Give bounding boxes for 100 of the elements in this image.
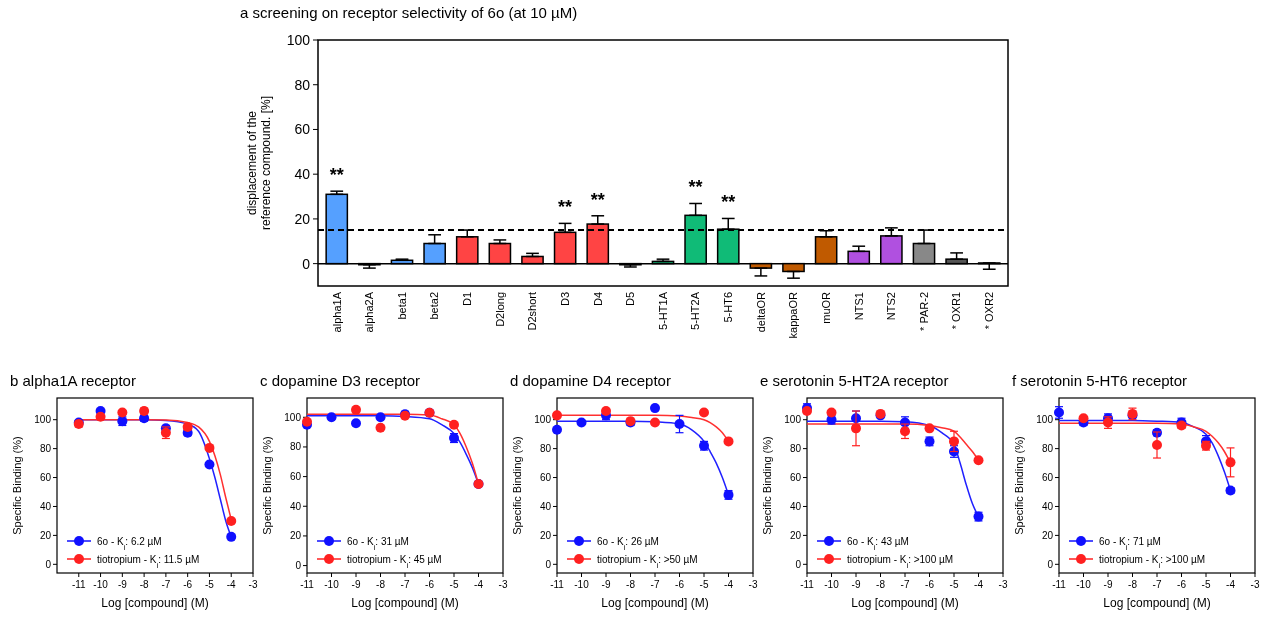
x-tick-label: -8 (626, 579, 636, 590)
y-axis-title: Specific Binding (%) (11, 436, 23, 535)
x-tick-label: -8 (1128, 579, 1138, 590)
x-tick-label: -5 (949, 579, 959, 590)
legend-label: tiotropium - K$_{i}$: >100 µM (847, 553, 954, 569)
x-tick-label: deltaOR (754, 291, 767, 333)
y-tick-label: 80 (789, 443, 802, 455)
x-tick-label: 5-HT2A (689, 291, 702, 330)
y-axis-title: displacement of the reference compound. [%] (245, 95, 273, 231)
x-tick-label: -4 (724, 579, 734, 590)
y-tick-label: 40 (539, 500, 552, 512)
y-tick-label: 40 (294, 166, 311, 183)
x-tick-label: * PAR-2 (917, 292, 930, 331)
y-tick-label: 100 (34, 414, 52, 426)
x-tick-label: -9 (601, 579, 611, 590)
x-tick-label: -4 (474, 579, 484, 590)
x-tick-label: -9 (351, 579, 361, 590)
x-tick-label: beta1 (395, 292, 408, 320)
chart-title: b alpha1A receptor (10, 372, 136, 389)
x-tick-label: -10 (824, 579, 840, 590)
y-tick-label: 0 (545, 558, 552, 570)
y-tick-label: 80 (539, 443, 552, 455)
x-tick-label: * OXR2 (983, 292, 996, 330)
y-tick-label: 0 (295, 560, 302, 572)
chart-title: a screening on receptor selectivity of 6o (at 10 µM) (240, 4, 578, 21)
x-tick-label: -10 (93, 579, 109, 590)
y-tick-label: 80 (294, 76, 311, 93)
x-tick-label: -8 (376, 579, 386, 590)
x-tick-label: -11 (550, 579, 565, 590)
x-tick-label: -11 (800, 579, 815, 590)
y-tick-label: 80 (39, 443, 52, 455)
y-tick-label: 0 (45, 558, 52, 570)
legend-label: tiotropium - K$_{i}$: >100 µM (1099, 553, 1206, 569)
x-tick-label: -11 (71, 579, 87, 590)
y-tick-label: 20 (294, 210, 311, 227)
x-tick-label: -4 (1226, 579, 1236, 590)
x-tick-label: -6 (675, 579, 685, 590)
x-tick-label: -3 (248, 579, 258, 590)
x-tick-label: -3 (998, 579, 1008, 590)
y-tick-label: 40 (789, 500, 802, 512)
y-axis-title: Specific Binding (%) (511, 436, 523, 535)
legend-label: tiotropium - K$_{i}$: 11.5 µM (97, 553, 200, 569)
x-tick-label: -5 (449, 579, 459, 590)
x-tick-label: * OXR1 (950, 292, 963, 330)
x-tick-label: -5 (204, 579, 215, 590)
annotation: ** (721, 192, 736, 213)
y-tick-label: 0 (1047, 558, 1054, 570)
x-tick-label: D2short (526, 292, 539, 331)
x-tick-label: -11 (300, 579, 315, 590)
x-tick-label: -7 (900, 579, 910, 590)
x-tick-label: -7 (1152, 579, 1162, 590)
x-tick-label: beta2 (428, 292, 441, 320)
x-tick-label: -3 (1250, 579, 1260, 590)
x-tick-label: -5 (699, 579, 709, 590)
y-tick-label: 20 (289, 530, 302, 542)
y-tick-label: 60 (789, 472, 802, 484)
y-tick-label: 100 (1036, 414, 1054, 426)
x-tick-label: D5 (624, 292, 637, 307)
x-tick-label: -8 (876, 579, 886, 590)
x-tick-label: D1 (461, 292, 474, 307)
x-tick-label: -6 (183, 579, 193, 590)
legend-label: tiotropium - K$_{i}$: 45 µM (347, 553, 442, 569)
y-tick-label: 60 (539, 472, 552, 484)
y-tick-label: 60 (289, 471, 302, 483)
x-tick-label: alpha2A (363, 291, 376, 333)
x-tick-label: -7 (161, 579, 171, 590)
x-tick-label: -4 (974, 579, 984, 590)
x-tick-label: -9 (1103, 579, 1113, 590)
x-axis-title: Log [compound] (M) (601, 596, 709, 610)
x-tick-label: -9 (851, 579, 861, 590)
x-tick-label: -7 (650, 579, 660, 590)
y-tick-label: 60 (1041, 472, 1054, 484)
chart-title: c dopamine D3 receptor (260, 372, 421, 389)
y-tick-label: 20 (1041, 529, 1054, 541)
x-tick-label: -5 (1201, 579, 1211, 590)
x-axis-title: Log [compound] (M) (351, 596, 459, 610)
x-tick-label: -6 (1177, 579, 1187, 590)
y-tick-label: 40 (1041, 500, 1054, 512)
y-tick-label: 20 (789, 529, 802, 541)
y-tick-label: 100 (284, 411, 302, 423)
x-tick-label: -7 (400, 579, 410, 590)
x-tick-label: 5-HT6 (722, 292, 735, 323)
x-tick-label: kappaOR (787, 291, 800, 339)
y-tick-label: 100 (534, 414, 552, 426)
annotation: ** (590, 189, 605, 210)
x-tick-label: -10 (324, 579, 340, 590)
legend-label: 6o - K$_{i}$: 31 µM (347, 535, 409, 551)
legend-label: 6o - K$_{i}$: 6.2 µM (97, 535, 162, 551)
x-tick-label: 5-HT1A (656, 291, 669, 330)
chart-title: f serotonin 5-HT6 receptor (1012, 372, 1188, 389)
y-tick-label: 20 (39, 529, 52, 541)
x-tick-label: -6 (925, 579, 935, 590)
y-tick-label: 60 (294, 121, 311, 138)
legend-label: 6o - K$_{i}$: 26 µM (597, 535, 659, 551)
x-axis-title: Log [compound] (M) (1103, 596, 1211, 610)
annotation: ** (329, 165, 344, 186)
y-tick-label: 20 (539, 529, 552, 541)
x-tick-label: -4 (226, 579, 237, 590)
x-tick-label: muOR (819, 291, 832, 324)
x-tick-label: NTS2 (885, 292, 898, 321)
